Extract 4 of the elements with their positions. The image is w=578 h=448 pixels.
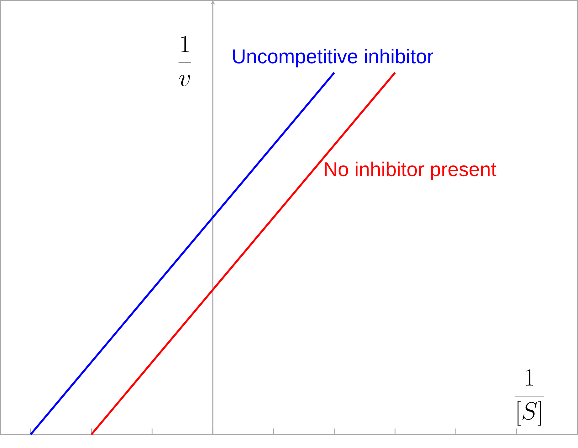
series-label: No inhibitor present bbox=[325, 162, 497, 180]
x-axis-title: $\frac{1}{[S]}$ bbox=[515, 369, 544, 426]
series-label: Uncompetitive inhibitor bbox=[233, 48, 434, 68]
y-axis-title: $\frac{1}{v}$ bbox=[178, 36, 192, 86]
